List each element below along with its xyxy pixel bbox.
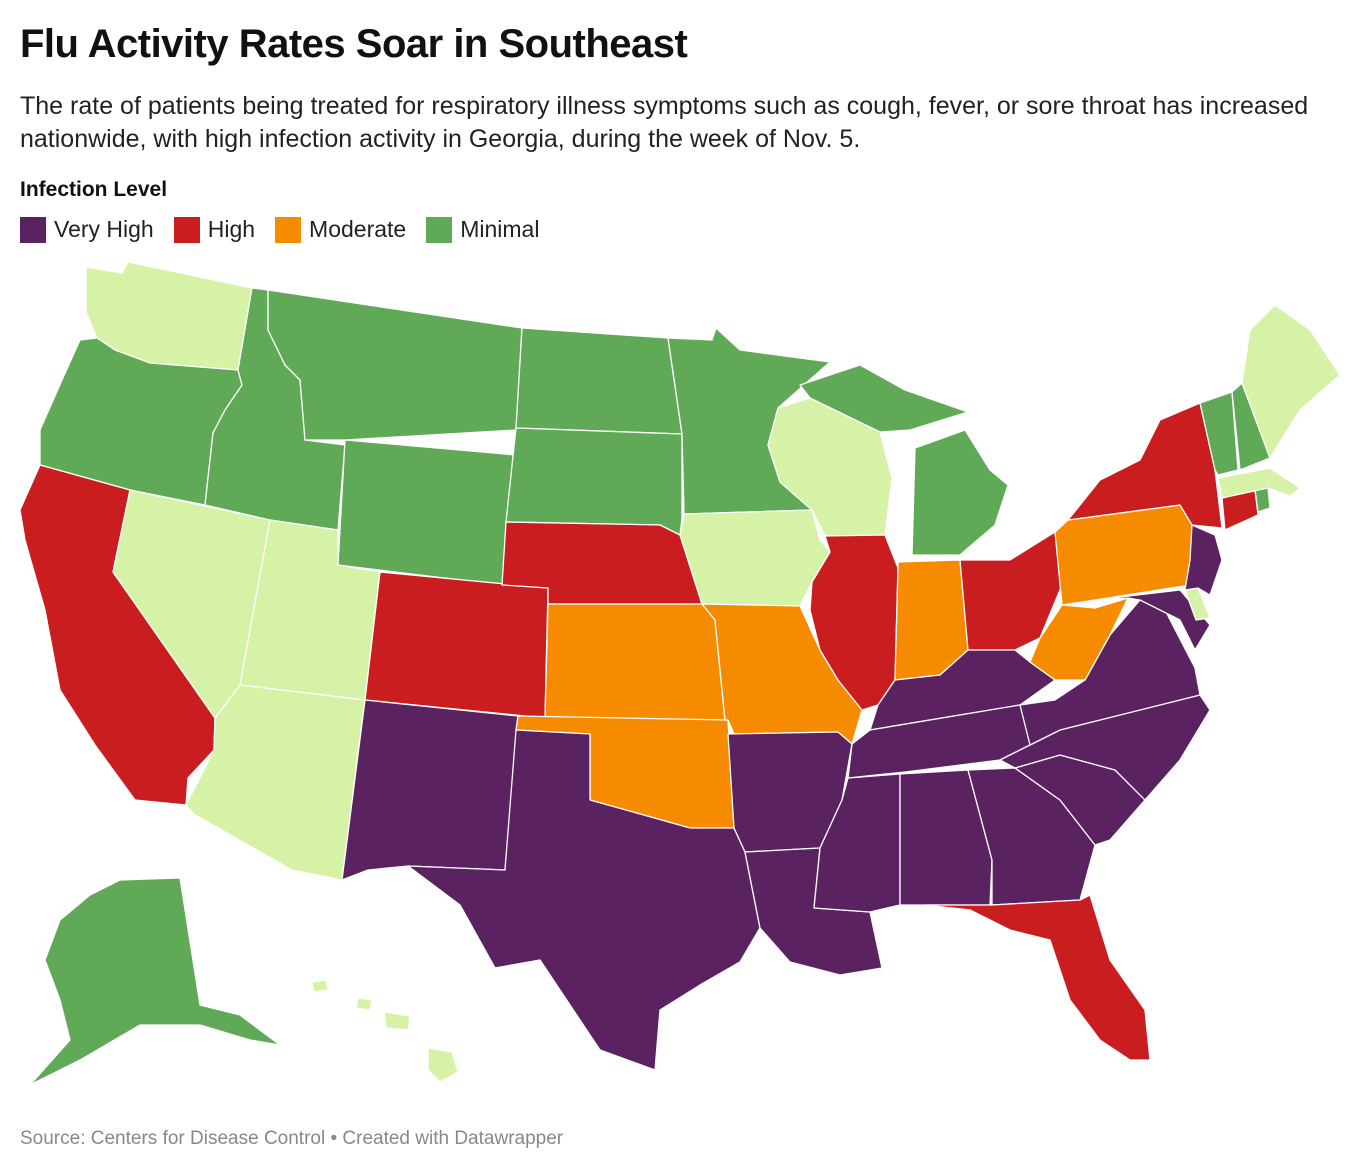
- state-WV[interactable]: [1029, 597, 1129, 681]
- legend-item-high: High: [173, 216, 256, 243]
- legend-item-moderate: Moderate: [275, 216, 406, 243]
- legend-label: Very High: [54, 216, 154, 242]
- chart-subtitle: The rate of patients being treated for r…: [20, 92, 1309, 153]
- state-RI[interactable]: [1254, 487, 1271, 513]
- source-credit: Source: Centers for Disease Control • Cr…: [20, 1128, 564, 1149]
- legend-swatch: [426, 216, 453, 243]
- us-state-map: [19, 261, 1341, 1086]
- state-TX[interactable]: [407, 729, 761, 1071]
- state-AK[interactable]: [29, 877, 281, 1086]
- legend-label: Moderate: [309, 216, 407, 242]
- state-MD[interactable]: [1094, 589, 1211, 651]
- state-MT[interactable]: [267, 289, 523, 441]
- state-IL[interactable]: [809, 534, 899, 711]
- state-NM[interactable]: [341, 699, 519, 881]
- state-NJ[interactable]: [1184, 524, 1223, 596]
- state-KS[interactable]: [544, 603, 726, 721]
- state-VT[interactable]: [1199, 391, 1239, 476]
- legend-title: Infection Level: [20, 178, 168, 201]
- legend-item-very-high: Very High: [20, 216, 154, 243]
- state-MI[interactable]: [799, 364, 1009, 556]
- state-PA[interactable]: [1054, 504, 1193, 606]
- state-ME[interactable]: [1241, 304, 1341, 459]
- state-SD[interactable]: [505, 427, 683, 536]
- legend-swatch: [20, 216, 46, 243]
- legend-label: High: [207, 216, 256, 242]
- state-HI[interactable]: [311, 979, 459, 1083]
- state-MA[interactable]: [1217, 467, 1301, 499]
- legend-label: Minimal: [460, 216, 540, 242]
- state-NY[interactable]: [1067, 402, 1223, 529]
- state-ND[interactable]: [515, 327, 683, 435]
- chart-title: Flu Activity Rates Soar in Southeast: [20, 22, 688, 66]
- legend-item-minimal: Minimal: [426, 216, 539, 243]
- legend-swatch: [275, 216, 302, 243]
- state-WY[interactable]: [337, 439, 517, 586]
- state-CO[interactable]: [364, 571, 549, 719]
- legend: Very High High Moderate Minimal: [20, 216, 539, 243]
- legend-swatch: [173, 216, 200, 243]
- state-IA[interactable]: [679, 509, 831, 607]
- state-FL[interactable]: [924, 894, 1151, 1061]
